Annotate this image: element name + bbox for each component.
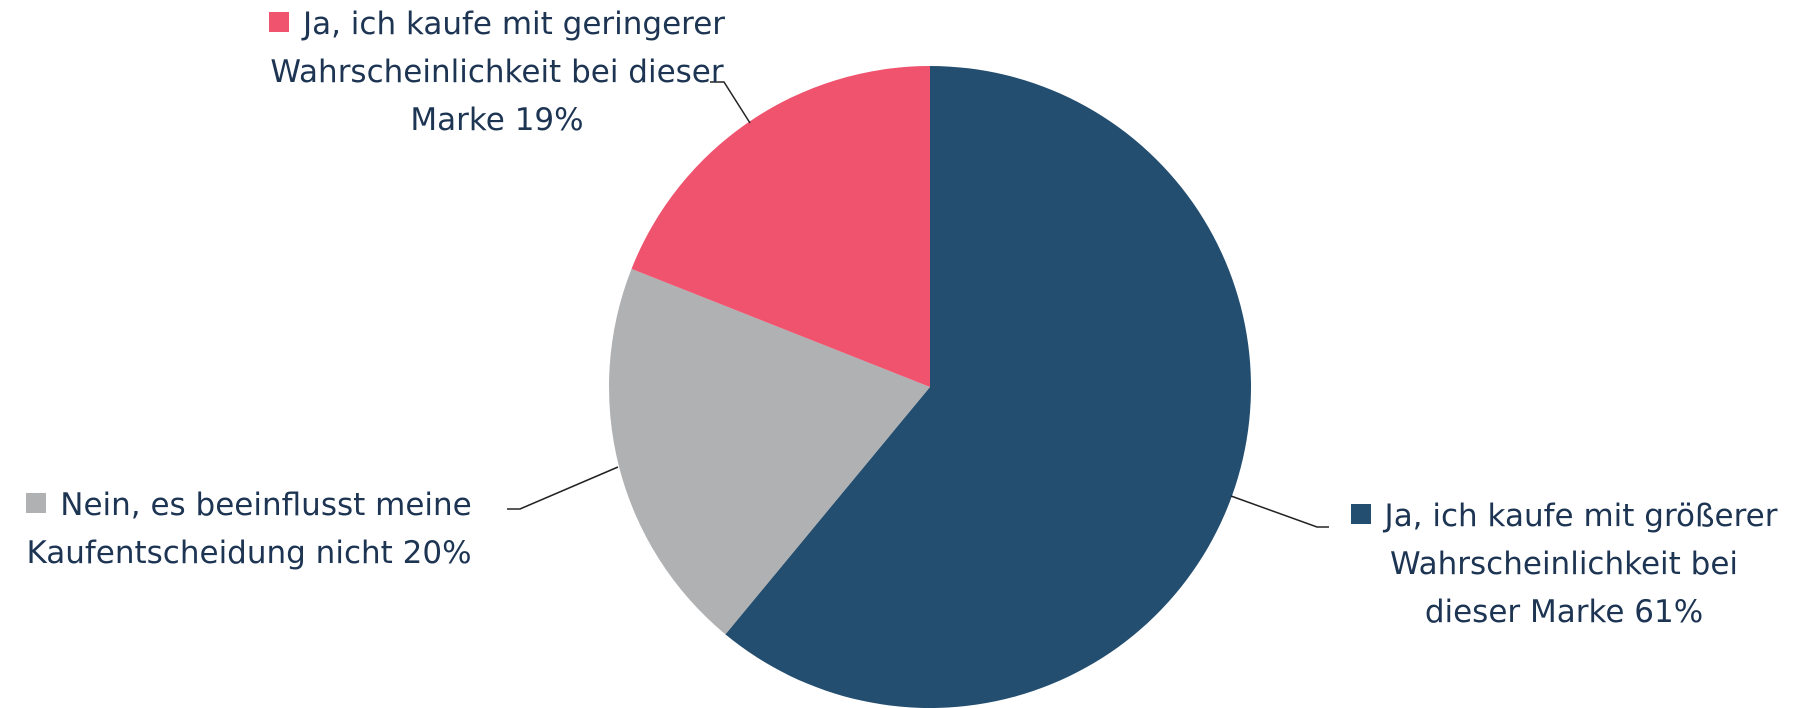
data-label: Ja, ich kaufe mit größerer Wahrscheinlic… <box>1338 492 1790 636</box>
pie-slice <box>631 65 930 387</box>
data-label: Ja, ich kaufe mit geringerer Wahrscheinl… <box>258 0 736 144</box>
legend-swatch <box>1350 504 1371 524</box>
category-name: Nein, es beeinflusst meine Kaufentscheid… <box>26 487 472 571</box>
category-name: Ja, ich kaufe mit größerer Wahrscheinlic… <box>1384 498 1778 630</box>
value-label: 19% <box>514 102 584 138</box>
pie-slice <box>609 268 930 635</box>
pie-slice <box>725 66 1251 708</box>
leader-line <box>710 81 751 124</box>
leader-line <box>1230 495 1329 528</box>
legend-swatch <box>268 12 289 32</box>
value-label: 61% <box>1634 594 1704 630</box>
leader-line <box>507 466 619 510</box>
value-label: 20% <box>402 535 472 571</box>
data-label: Nein, es beeinflusst meine Kaufentscheid… <box>14 481 484 577</box>
slices <box>609 65 1251 708</box>
legend-swatch <box>26 493 47 513</box>
category-name: Ja, ich kaufe mit geringerer Wahrscheinl… <box>270 6 726 138</box>
